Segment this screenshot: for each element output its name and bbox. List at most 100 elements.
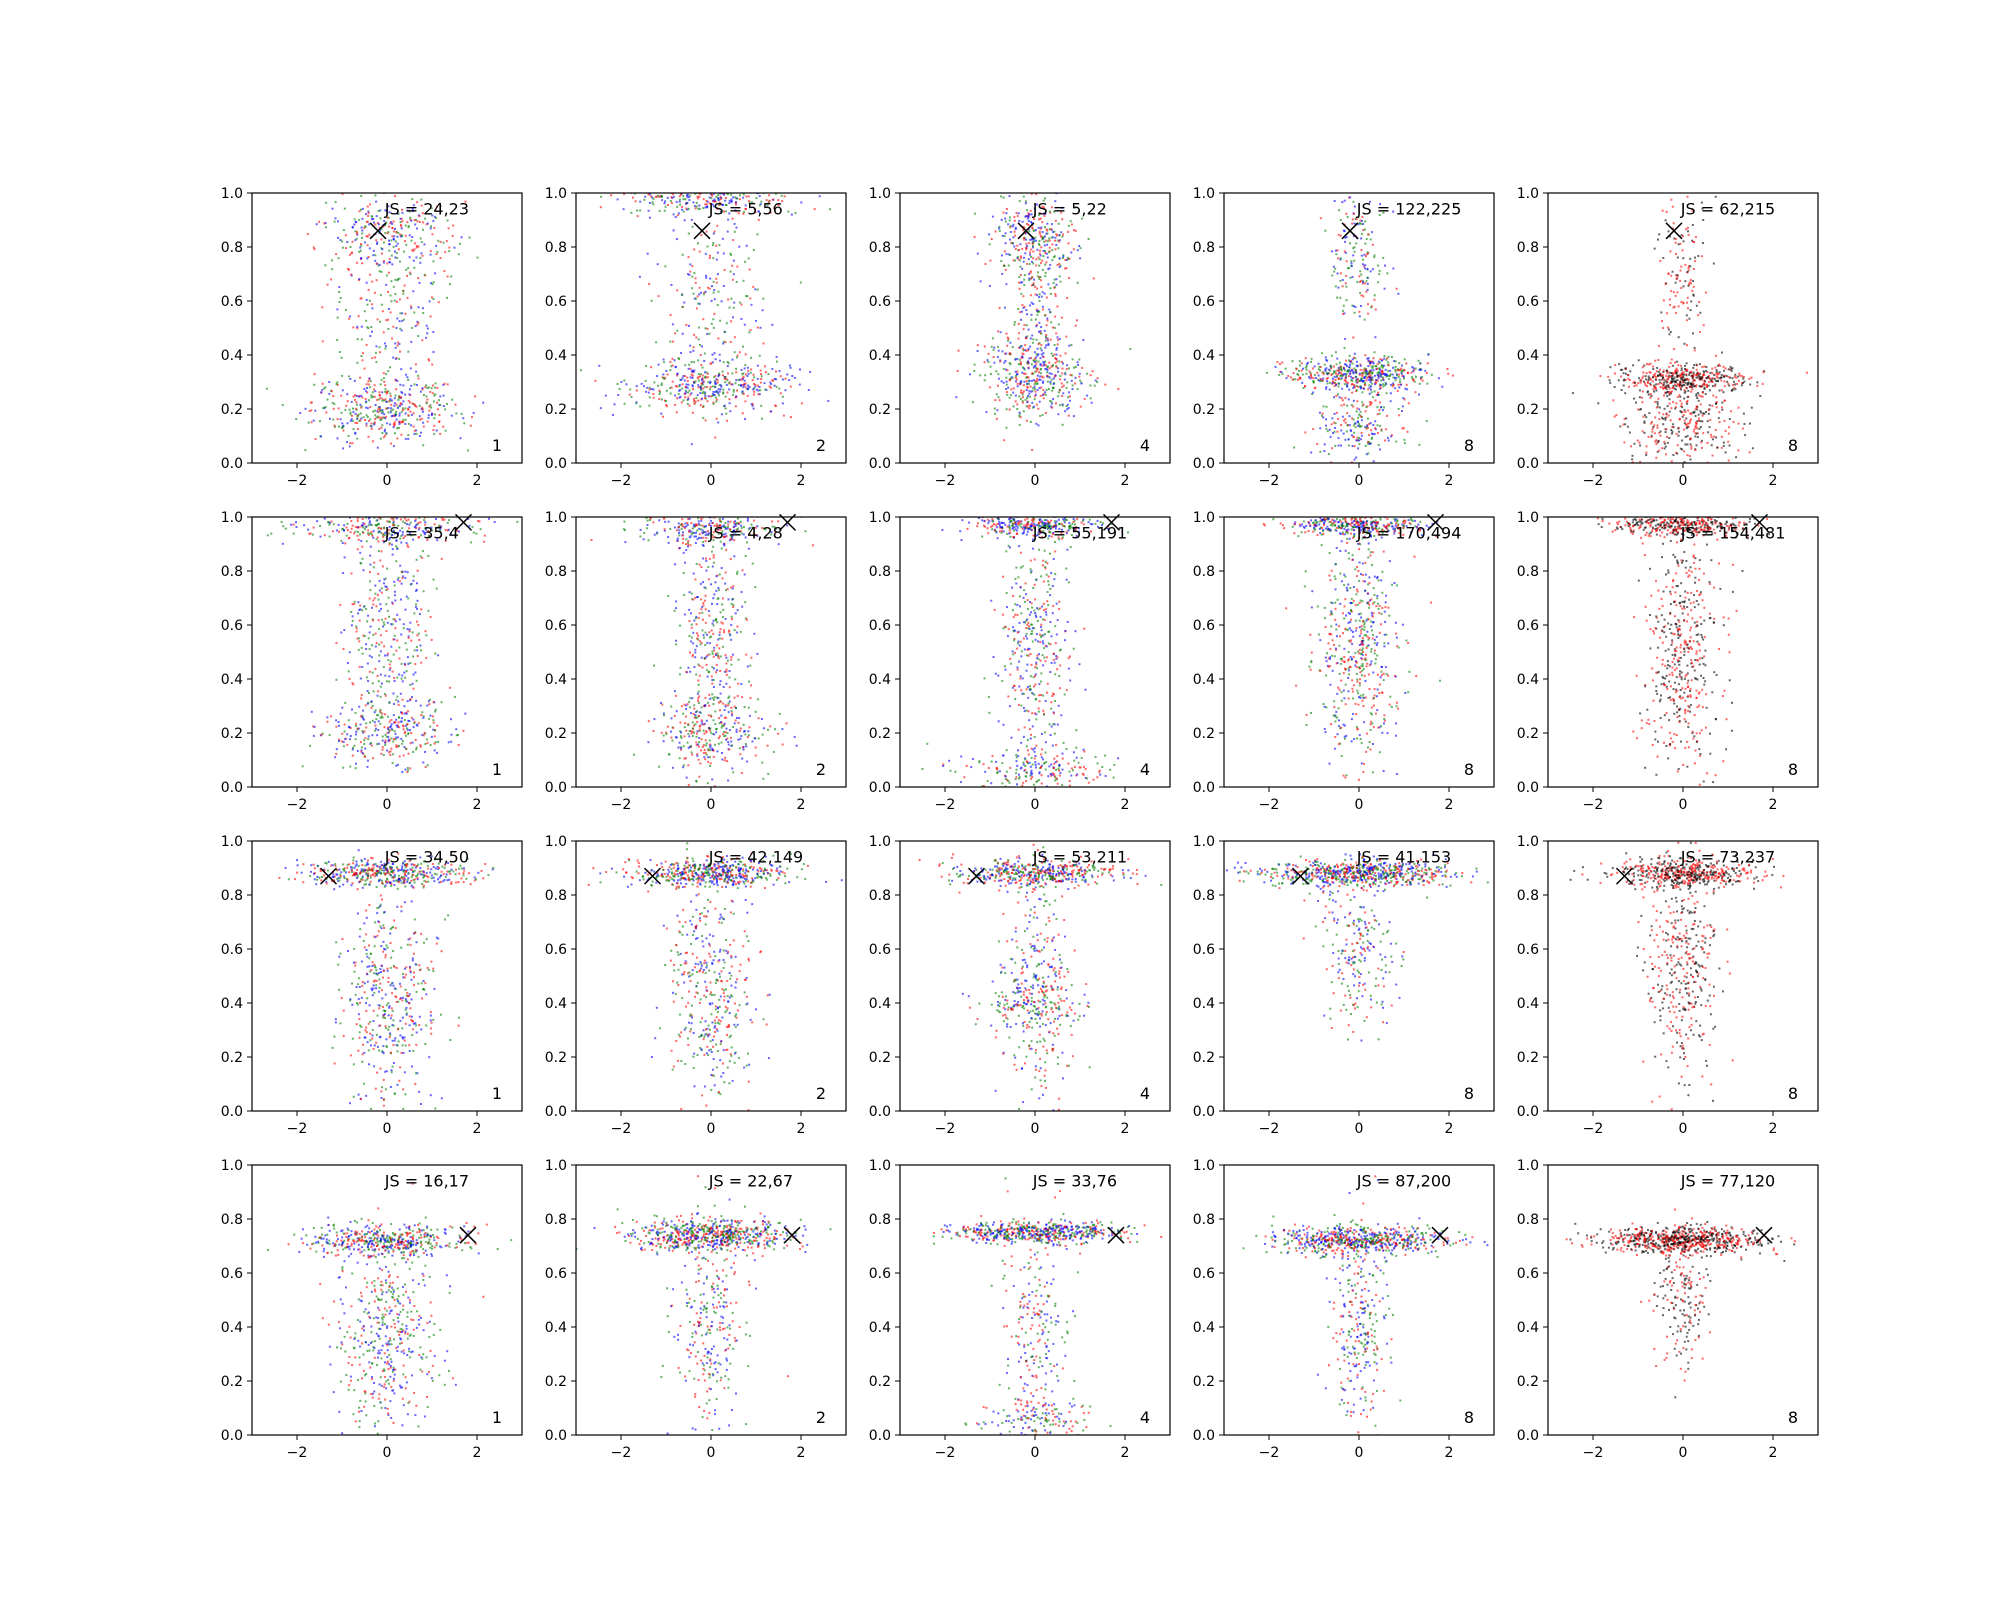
data-point	[338, 301, 341, 303]
data-point	[1380, 359, 1383, 362]
data-point	[354, 394, 357, 397]
data-point	[340, 411, 343, 414]
data-point	[1346, 383, 1349, 386]
data-point	[1322, 377, 1325, 380]
data-point	[1698, 394, 1701, 397]
data-point	[1620, 368, 1622, 371]
data-point	[684, 392, 687, 395]
data-point	[394, 738, 397, 741]
data-point	[360, 355, 363, 357]
data-point	[1612, 399, 1615, 402]
data-point	[1369, 374, 1372, 377]
data-point	[1034, 215, 1036, 218]
data-point	[1027, 223, 1030, 226]
data-point	[387, 390, 390, 393]
data-point	[380, 511, 382, 513]
data-point	[422, 444, 425, 447]
data-point	[397, 405, 400, 408]
data-point	[1674, 238, 1677, 240]
data-point	[1728, 444, 1731, 447]
data-point	[708, 184, 710, 186]
data-point	[1687, 307, 1689, 310]
data-point	[370, 394, 373, 397]
data-point	[388, 243, 391, 246]
data-point	[407, 225, 410, 227]
panel-corner-label: 2	[816, 436, 826, 455]
data-point	[1069, 220, 1072, 223]
data-point	[1722, 369, 1725, 372]
data-point	[1662, 257, 1665, 259]
data-point	[1368, 370, 1371, 373]
data-point	[1325, 367, 1328, 370]
data-point	[693, 381, 696, 384]
data-point	[417, 321, 420, 324]
data-point	[388, 239, 390, 242]
data-point	[1062, 392, 1065, 395]
data-point	[378, 346, 381, 349]
data-point	[1689, 278, 1692, 281]
data-point	[312, 419, 315, 422]
data-point	[433, 424, 436, 427]
data-point	[365, 221, 368, 223]
data-point	[1347, 398, 1350, 401]
data-point	[1061, 423, 1064, 426]
data-point	[733, 230, 736, 233]
data-point	[1353, 222, 1356, 225]
data-point	[1044, 346, 1047, 349]
data-point	[337, 257, 340, 260]
data-point	[675, 411, 678, 414]
data-point	[425, 526, 428, 529]
data-point	[721, 237, 724, 240]
data-point	[1681, 235, 1684, 238]
data-point	[1338, 361, 1341, 364]
data-point	[1382, 373, 1385, 375]
data-point	[383, 342, 386, 345]
data-point	[1049, 211, 1052, 214]
data-point	[1362, 263, 1364, 266]
data-point	[1017, 332, 1020, 335]
data-point	[363, 388, 366, 390]
data-point	[743, 190, 745, 192]
data-point	[400, 390, 403, 393]
data-point	[1025, 405, 1028, 408]
data-point	[1281, 361, 1284, 364]
data-point	[1398, 386, 1401, 389]
data-point	[646, 386, 649, 389]
data-point	[636, 215, 639, 218]
y-tick-label: 0.8	[221, 240, 243, 256]
data-point	[1344, 251, 1347, 254]
data-point	[1418, 369, 1421, 371]
data-point	[1653, 247, 1656, 250]
data-point	[690, 443, 693, 446]
data-point	[372, 249, 375, 252]
data-point	[468, 236, 471, 239]
data-point	[683, 219, 686, 222]
data-point	[670, 202, 673, 204]
data-point	[1363, 265, 1366, 268]
data-point	[419, 390, 422, 393]
data-point	[1068, 344, 1071, 347]
data-point	[1018, 249, 1020, 251]
data-point	[1029, 337, 1032, 340]
data-point	[351, 442, 354, 445]
data-point	[351, 420, 354, 422]
data-point	[396, 407, 399, 409]
data-point	[415, 746, 418, 749]
data-point	[1050, 321, 1053, 324]
data-point	[676, 385, 679, 388]
data-point	[1324, 465, 1326, 467]
data-point	[1671, 377, 1674, 380]
data-point	[776, 360, 778, 363]
data-point	[360, 195, 363, 197]
data-point	[1699, 426, 1702, 428]
data-point	[685, 383, 688, 386]
data-point	[1691, 411, 1694, 414]
data-point	[384, 733, 387, 736]
data-point	[728, 212, 731, 215]
data-point	[447, 528, 450, 531]
data-point	[406, 700, 409, 703]
data-point	[709, 277, 712, 280]
data-point	[741, 390, 744, 393]
data-point	[661, 199, 664, 202]
data-point	[1351, 380, 1354, 383]
